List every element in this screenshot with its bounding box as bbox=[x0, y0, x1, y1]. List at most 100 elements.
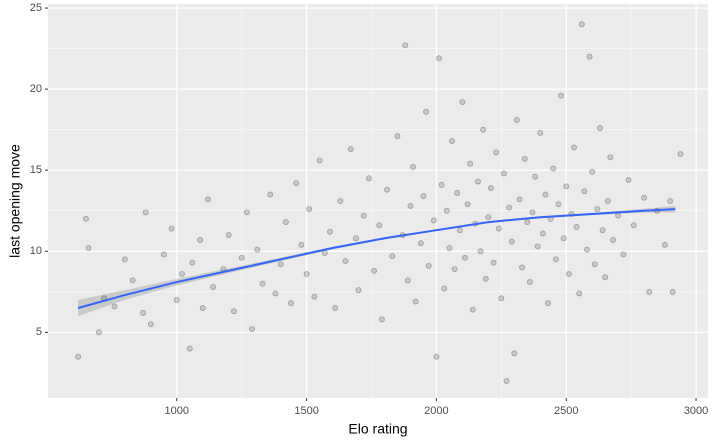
point bbox=[594, 206, 601, 213]
point bbox=[142, 209, 149, 216]
point bbox=[488, 185, 494, 191]
point bbox=[298, 241, 305, 248]
point bbox=[303, 271, 310, 277]
point bbox=[584, 246, 590, 253]
point bbox=[454, 189, 461, 196]
point bbox=[277, 261, 284, 268]
point bbox=[563, 183, 570, 190]
point bbox=[197, 237, 204, 243]
point bbox=[243, 209, 250, 216]
point bbox=[604, 198, 611, 204]
point bbox=[311, 293, 318, 300]
y-tick-label: 5 bbox=[36, 326, 42, 338]
point bbox=[514, 117, 520, 123]
point bbox=[667, 198, 673, 204]
y-tick-label: 25 bbox=[30, 2, 42, 14]
point bbox=[602, 274, 609, 281]
smooth-line bbox=[77, 208, 676, 309]
point bbox=[316, 157, 323, 164]
point bbox=[539, 230, 546, 237]
point bbox=[231, 308, 237, 315]
point bbox=[534, 243, 541, 250]
point bbox=[267, 191, 274, 198]
point bbox=[586, 53, 593, 60]
points-layer bbox=[75, 21, 684, 384]
point bbox=[272, 290, 279, 297]
point bbox=[571, 144, 577, 151]
point bbox=[179, 271, 185, 277]
point bbox=[441, 285, 448, 292]
point bbox=[83, 215, 89, 222]
point bbox=[459, 99, 466, 105]
point bbox=[537, 130, 544, 136]
point bbox=[446, 245, 453, 251]
point bbox=[552, 256, 559, 263]
point bbox=[173, 297, 180, 303]
point bbox=[669, 288, 676, 295]
point bbox=[168, 225, 175, 232]
point bbox=[366, 175, 372, 182]
point bbox=[306, 206, 313, 213]
point bbox=[438, 181, 445, 188]
point bbox=[129, 277, 136, 284]
point bbox=[347, 146, 354, 153]
point bbox=[519, 264, 525, 271]
point bbox=[662, 241, 668, 248]
point bbox=[565, 271, 572, 277]
y-axis-title: last opening move bbox=[7, 144, 23, 258]
point bbox=[337, 198, 344, 204]
point bbox=[532, 173, 538, 180]
point bbox=[189, 259, 196, 266]
point bbox=[469, 306, 476, 313]
point bbox=[490, 259, 497, 266]
point bbox=[526, 279, 533, 285]
point bbox=[355, 287, 362, 294]
point bbox=[342, 258, 349, 264]
point bbox=[394, 133, 401, 140]
point bbox=[641, 194, 648, 201]
point bbox=[186, 345, 193, 352]
point bbox=[607, 154, 614, 161]
point bbox=[560, 235, 567, 242]
point bbox=[456, 227, 463, 234]
point bbox=[111, 303, 118, 310]
point bbox=[591, 261, 598, 268]
point bbox=[498, 295, 505, 302]
point bbox=[578, 21, 585, 28]
point bbox=[475, 178, 481, 185]
point bbox=[576, 290, 583, 297]
point bbox=[225, 232, 232, 238]
point bbox=[464, 201, 471, 208]
point bbox=[407, 202, 414, 209]
point bbox=[477, 248, 484, 255]
y-tick-label: 20 bbox=[30, 83, 42, 95]
point bbox=[404, 277, 411, 284]
point bbox=[378, 316, 385, 323]
point bbox=[508, 238, 515, 245]
x-tick-label: 2500 bbox=[554, 405, 578, 417]
point bbox=[210, 284, 217, 290]
point bbox=[677, 151, 684, 157]
point bbox=[597, 125, 603, 131]
x-axis-title: Elo rating bbox=[348, 421, 407, 437]
point bbox=[503, 378, 510, 384]
point bbox=[610, 237, 616, 243]
point bbox=[433, 353, 440, 360]
point bbox=[199, 305, 206, 311]
point bbox=[288, 300, 294, 307]
point bbox=[511, 350, 518, 357]
y-tick-label: 15 bbox=[30, 164, 42, 176]
point bbox=[205, 196, 211, 203]
point bbox=[630, 222, 637, 229]
point bbox=[371, 267, 378, 274]
point bbox=[293, 180, 300, 187]
point bbox=[436, 55, 442, 62]
point bbox=[550, 165, 557, 172]
point bbox=[423, 108, 429, 115]
point bbox=[451, 266, 458, 272]
point bbox=[555, 201, 562, 208]
point bbox=[573, 224, 580, 230]
point bbox=[493, 149, 500, 156]
x-tick-label: 1500 bbox=[294, 405, 318, 417]
